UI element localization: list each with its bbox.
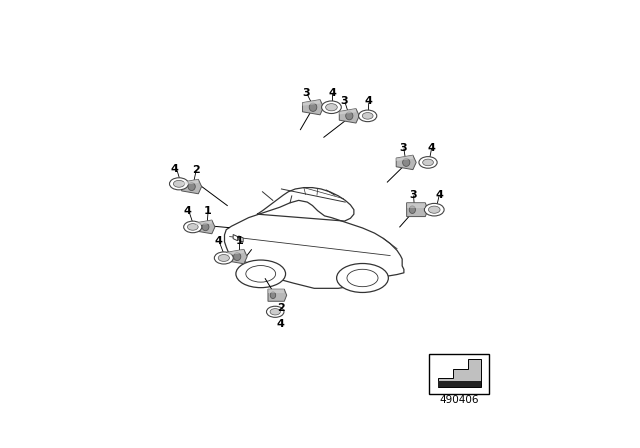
Polygon shape — [196, 220, 215, 234]
Ellipse shape — [188, 183, 195, 190]
Text: 490406: 490406 — [440, 395, 479, 405]
Polygon shape — [406, 203, 425, 207]
Ellipse shape — [234, 253, 241, 261]
Text: 4: 4 — [365, 96, 372, 106]
Polygon shape — [339, 109, 356, 114]
Ellipse shape — [184, 221, 202, 233]
Polygon shape — [406, 203, 428, 216]
Text: 2: 2 — [192, 165, 200, 175]
Text: 4: 4 — [328, 88, 336, 98]
Polygon shape — [239, 236, 243, 242]
Text: 4: 4 — [277, 319, 285, 328]
Polygon shape — [303, 99, 320, 106]
Ellipse shape — [236, 260, 285, 288]
Polygon shape — [225, 200, 404, 289]
Bar — [429, 354, 490, 393]
Ellipse shape — [326, 103, 337, 111]
Text: 4: 4 — [184, 206, 191, 216]
Polygon shape — [396, 155, 413, 161]
Ellipse shape — [428, 206, 440, 213]
Polygon shape — [438, 359, 481, 387]
Text: 1: 1 — [204, 207, 212, 216]
Ellipse shape — [270, 309, 280, 315]
Ellipse shape — [424, 203, 444, 216]
Ellipse shape — [214, 252, 234, 264]
Ellipse shape — [403, 159, 410, 166]
Polygon shape — [438, 381, 481, 387]
Ellipse shape — [188, 224, 198, 230]
Polygon shape — [182, 179, 202, 194]
Ellipse shape — [218, 254, 229, 262]
Ellipse shape — [346, 112, 353, 120]
Ellipse shape — [270, 292, 276, 298]
Ellipse shape — [337, 263, 388, 293]
Ellipse shape — [362, 112, 373, 119]
Polygon shape — [196, 220, 212, 225]
Ellipse shape — [422, 159, 433, 166]
Polygon shape — [227, 250, 244, 255]
Ellipse shape — [358, 110, 377, 122]
Polygon shape — [303, 99, 323, 115]
Text: 3: 3 — [303, 88, 310, 98]
Text: 2: 2 — [277, 303, 285, 313]
Ellipse shape — [409, 206, 415, 214]
Polygon shape — [339, 109, 359, 123]
Text: 4: 4 — [428, 142, 435, 153]
Polygon shape — [227, 250, 247, 264]
Ellipse shape — [419, 157, 437, 168]
Ellipse shape — [321, 101, 341, 113]
Ellipse shape — [309, 103, 317, 112]
Polygon shape — [233, 234, 237, 241]
Polygon shape — [268, 289, 287, 301]
Text: 4: 4 — [214, 236, 222, 246]
Text: 3: 3 — [399, 142, 407, 153]
Ellipse shape — [202, 223, 209, 231]
Polygon shape — [268, 289, 284, 293]
Text: 3: 3 — [410, 190, 417, 199]
Polygon shape — [257, 188, 354, 221]
Polygon shape — [182, 179, 198, 185]
Text: 4: 4 — [170, 164, 179, 174]
Ellipse shape — [246, 266, 276, 282]
Ellipse shape — [170, 178, 188, 190]
Text: 3: 3 — [340, 96, 348, 106]
Ellipse shape — [347, 269, 378, 287]
Ellipse shape — [173, 181, 184, 187]
Text: 1: 1 — [236, 236, 243, 246]
Polygon shape — [396, 155, 416, 170]
Ellipse shape — [266, 306, 284, 317]
Text: 4: 4 — [435, 190, 443, 199]
